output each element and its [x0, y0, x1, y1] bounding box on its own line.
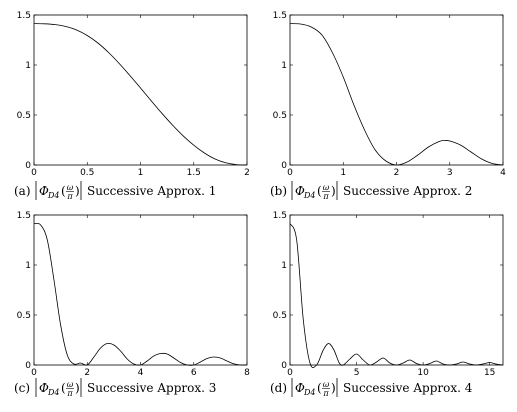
series-line	[289, 223, 504, 369]
plot-frame	[289, 214, 504, 366]
x-tick-label: 1.5	[187, 168, 201, 178]
paren-left: (	[317, 381, 322, 395]
phi-symbol: Φ	[295, 381, 305, 395]
series-line	[289, 23, 504, 166]
x-tick-label: 0	[31, 168, 37, 178]
y-tick-label: 1.5	[273, 11, 287, 21]
paren-right: )	[331, 184, 336, 198]
phi-subscript: D4	[47, 388, 60, 397]
y-tick-label: 1	[25, 261, 31, 271]
y-tick-label: 1	[281, 61, 287, 71]
paren-right: )	[75, 184, 80, 198]
paren-left: (	[317, 184, 322, 198]
caption-label: (b)	[270, 184, 287, 198]
caption-text: Successive Approx. 3	[87, 381, 216, 395]
panel-1: 0 0.5 1 1.5 2 0 0.5 1 1.5 (a) Φ D4(ωπ) Successive Ap…	[14, 11, 250, 201]
series-line	[33, 23, 248, 166]
x-tick-label: 0	[31, 368, 37, 378]
fraction-numerator: ω	[67, 380, 74, 389]
fraction-denominator: π	[322, 192, 329, 201]
x-tick-label: 2	[244, 168, 250, 178]
paren-left: (	[61, 381, 66, 395]
x-tick-label: 3	[447, 168, 453, 178]
y-tick-label: 0	[25, 361, 31, 371]
x-tick-label: 4	[138, 368, 144, 378]
paren-right: )	[75, 381, 80, 395]
x-tick-label: 10	[417, 368, 429, 378]
fraction-numerator: ω	[323, 380, 330, 389]
panel-2: 0 1 2 3 4 0 0.5 1 1.5 (b) Φ D4(ωπ) Successive Approx…	[270, 11, 506, 201]
caption-label: (c)	[14, 381, 30, 395]
y-tick-label: 0	[281, 361, 287, 371]
fraction-denominator: π	[322, 389, 329, 398]
panel-3: 0 2 4 6 8 0 0.5 1 1.5 (c) Φ D4(ωπ) Successive Approx…	[14, 211, 250, 398]
caption: (d) Φ D4(ωπ) Successive Approx. 4	[270, 378, 473, 398]
x-tick-label: 15	[484, 368, 495, 378]
caption-label: (d)	[270, 381, 287, 395]
fraction-denominator: π	[66, 192, 73, 201]
x-tick-label: 4	[500, 168, 506, 178]
caption-label: (a)	[14, 184, 31, 198]
y-tick-label: 1	[25, 61, 31, 71]
x-tick-label: 1	[138, 168, 144, 178]
y-tick-label: 1.5	[17, 211, 31, 221]
phi-symbol: Φ	[39, 381, 49, 395]
plot-frame	[33, 14, 248, 166]
x-tick-label: 0	[287, 368, 293, 378]
paren-left: (	[61, 184, 66, 198]
y-tick-label: 0	[25, 161, 31, 171]
x-tick-label: 1	[340, 168, 346, 178]
caption-text: Successive Approx. 1	[87, 184, 216, 198]
series-line	[33, 222, 248, 366]
caption: (a) Φ D4(ωπ) Successive Approx. 1	[14, 181, 216, 201]
x-tick-label: 5	[354, 368, 360, 378]
x-tick-label: 0	[287, 168, 293, 178]
fraction-denominator: π	[66, 389, 73, 398]
caption-text: Successive Approx. 4	[343, 381, 473, 395]
y-tick-label: 1.5	[273, 211, 287, 221]
x-tick-label: 2	[84, 368, 90, 378]
phi-subscript: D4	[303, 388, 316, 397]
phi-subscript: D4	[47, 191, 60, 200]
y-tick-label: 0.5	[17, 111, 31, 121]
x-tick-label: 2	[394, 168, 400, 178]
y-tick-label: 0.5	[273, 311, 287, 321]
caption-text: Successive Approx. 2	[343, 184, 472, 198]
caption: (b) Φ D4(ωπ) Successive Approx. 2	[270, 181, 472, 201]
x-tick-label: 6	[191, 368, 197, 378]
panel-4: 0 5 10 15 0 0.5 1 1.5 (d) Φ D4(ωπ) Successive Appro…	[270, 211, 504, 398]
fraction-numerator: ω	[67, 183, 74, 192]
caption: (c) Φ D4(ωπ) Successive Approx. 3	[14, 378, 216, 398]
paren-right: )	[331, 381, 336, 395]
x-tick-label: 8	[244, 368, 250, 378]
y-tick-label: 0.5	[273, 111, 287, 121]
plot-frame	[289, 14, 504, 166]
phi-subscript: D4	[303, 191, 316, 200]
fraction-numerator: ω	[323, 183, 330, 192]
phi-symbol: Φ	[295, 184, 305, 198]
y-tick-label: 0	[281, 161, 287, 171]
x-tick-label: 0.5	[80, 168, 94, 178]
y-tick-label: 0.5	[17, 311, 31, 321]
y-tick-label: 1	[281, 261, 287, 271]
phi-symbol: Φ	[39, 184, 49, 198]
y-tick-label: 1.5	[17, 11, 31, 21]
plot-frame	[33, 214, 248, 366]
